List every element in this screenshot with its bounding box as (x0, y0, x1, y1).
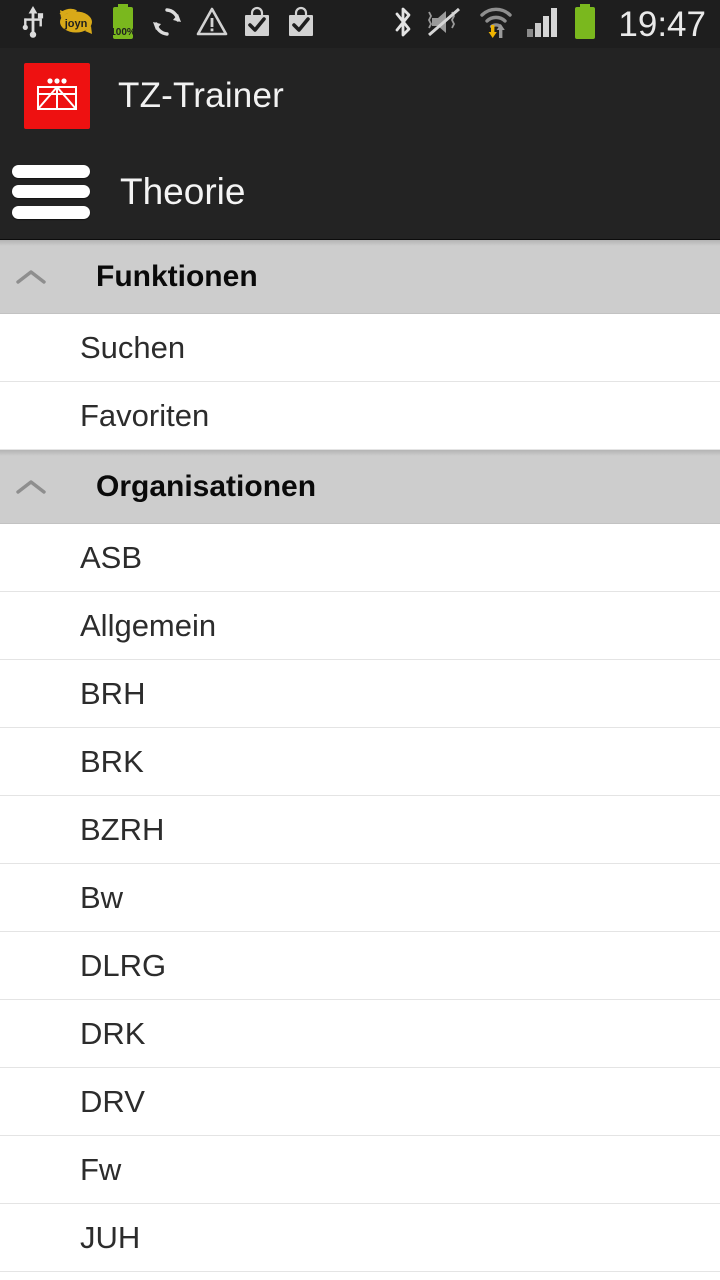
hamburger-menu-icon[interactable] (12, 164, 90, 219)
list-item-label: JUH (80, 1219, 141, 1255)
usb-icon (22, 5, 44, 43)
list-item-label: BZRH (80, 811, 165, 847)
list-item-label: BRH (80, 675, 146, 711)
app-installed-icon-2 (286, 6, 316, 43)
list-item-label: Allgemein (80, 607, 217, 643)
list-item-bw[interactable]: Bw (0, 864, 720, 932)
list-item-label: Fw (80, 1151, 122, 1187)
list-item-label: ASB (80, 539, 143, 575)
page-title: Theorie (120, 170, 246, 212)
app-installed-icon (242, 6, 272, 43)
list-item-fw[interactable]: Fw (0, 1136, 720, 1204)
hamburger-bar-2 (12, 185, 90, 198)
list-item-label: Suchen (80, 329, 186, 365)
svg-text:100%: 100% (110, 27, 136, 38)
status-bar: joyn 100% (0, 0, 720, 48)
tz-trainer-logo (24, 63, 90, 129)
list-item-label: Favoriten (80, 397, 210, 433)
group-header-funktionen[interactable]: Funktionen (0, 240, 720, 314)
navigation-list: Funktionen Suchen Favoriten Organisation… (0, 240, 720, 1272)
list-item-label: DLRG (80, 947, 167, 983)
list-item-label: Bw (80, 879, 124, 915)
battery-icon (572, 3, 598, 45)
svg-text:joyn: joyn (64, 18, 88, 30)
app-bar: TZ-Trainer (0, 48, 720, 144)
hamburger-bar-3 (12, 205, 90, 219)
sound-mute-icon (426, 6, 466, 43)
cell-signal-icon (526, 6, 560, 43)
action-bar: Theorie (0, 144, 720, 240)
list-item-label: DRK (80, 1015, 146, 1051)
list-item-dlrg[interactable]: DLRG (0, 932, 720, 1000)
group-header-organisationen[interactable]: Organisationen (0, 450, 720, 524)
list-item-asb[interactable]: ASB (0, 524, 720, 592)
list-item-brh[interactable]: BRH (0, 660, 720, 728)
warning-icon (196, 7, 228, 42)
sync-icon (152, 7, 182, 42)
group-title: Organisationen (96, 469, 317, 503)
list-item-label: DRV (80, 1083, 145, 1119)
hamburger-bar-1 (12, 164, 90, 178)
list-item-allgemein[interactable]: Allgemein (0, 592, 720, 660)
app-title: TZ-Trainer (118, 76, 284, 115)
battery-charge-icon: 100% (108, 3, 138, 45)
status-icons-right: 19:47 (392, 3, 706, 45)
list-item-favoriten[interactable]: Favoriten (0, 382, 720, 450)
list-item-brk[interactable]: BRK (0, 728, 720, 796)
list-item-label: BRK (80, 743, 144, 779)
wifi-transfer-icon (478, 5, 514, 44)
status-icons-left: joyn 100% (22, 3, 316, 45)
list-item-drv[interactable]: DRV (0, 1068, 720, 1136)
list-item-bzrh[interactable]: BZRH (0, 796, 720, 864)
list-item-juh[interactable]: JUH (0, 1204, 720, 1272)
chevron-up-icon[interactable] (0, 477, 62, 497)
joyn-icon: joyn (58, 7, 94, 42)
list-item-drk[interactable]: DRK (0, 1000, 720, 1068)
status-clock: 19:47 (618, 4, 706, 44)
list-item-suchen[interactable]: Suchen (0, 314, 720, 382)
chevron-up-icon[interactable] (0, 267, 62, 287)
bluetooth-icon (392, 5, 414, 44)
group-title: Funktionen (96, 259, 258, 293)
